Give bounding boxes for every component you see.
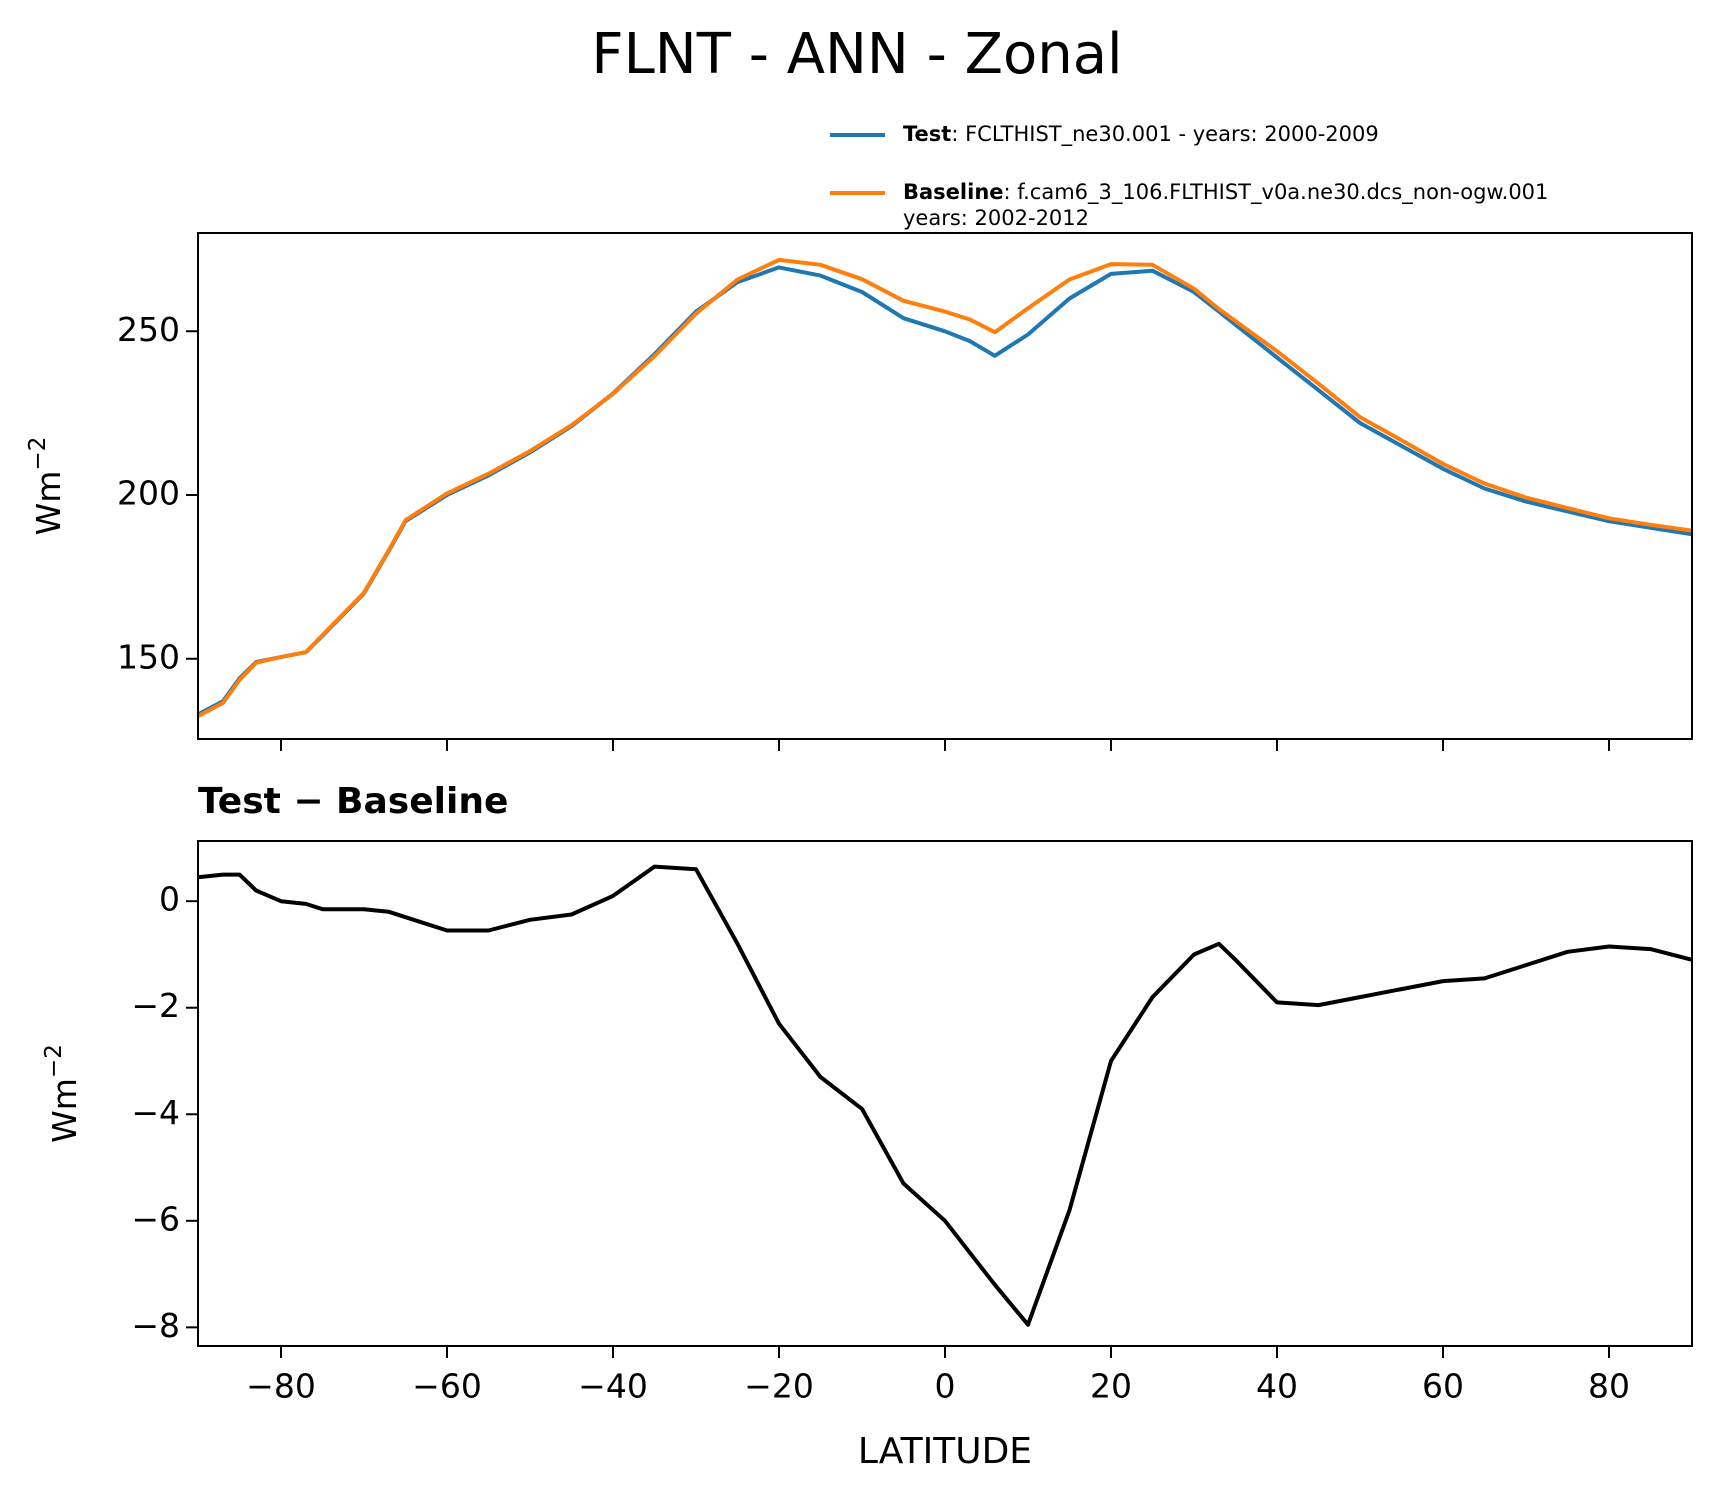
y-tick-label: 0 <box>159 880 180 919</box>
y-label-base: Wm <box>45 1078 84 1143</box>
y-label-base: Wm <box>29 471 68 536</box>
x-tick-label: −60 <box>412 1367 482 1406</box>
legend-desc: : f.cam6_3_106.FLTHIST_v0a.ne30.dcs_non-… <box>1004 180 1549 205</box>
x-tick-label: −80 <box>246 1367 316 1406</box>
data-line <box>198 864 1692 1327</box>
y-axis-label: Wm−2 <box>25 437 68 536</box>
y-tick-label: 150 <box>117 637 180 676</box>
legend-entry: Baseline: f.cam6_3_106.FLTHIST_v0a.ne30.… <box>903 180 1548 205</box>
data-line <box>198 257 1692 718</box>
x-tick-label: 0 <box>935 1367 956 1406</box>
y-label-sup: −2 <box>41 1044 67 1078</box>
x-tick-label: 20 <box>1090 1367 1132 1406</box>
x-tick-label: 80 <box>1588 1367 1630 1406</box>
x-tick-label: 60 <box>1422 1367 1464 1406</box>
y-tick-label: 200 <box>117 474 180 513</box>
axes-frame <box>197 840 1693 1347</box>
legend-desc: years: 2002-2012 <box>903 206 1089 230</box>
y-axis-label: Wm−2 <box>41 1044 84 1143</box>
y-label-sup: −2 <box>25 437 51 471</box>
y-tick-label: −8 <box>131 1306 180 1345</box>
x-tick-label: 40 <box>1256 1367 1298 1406</box>
y-tick-label: 250 <box>117 310 180 349</box>
legend-name: Test <box>903 122 951 146</box>
x-tick-label: −20 <box>744 1367 814 1406</box>
legend-desc: : FCLTHIST_ne30.001 - years: 2000-2009 <box>951 122 1378 147</box>
y-tick-label: −2 <box>131 986 180 1025</box>
x-axis-label: LATITUDE <box>858 1431 1032 1472</box>
figure-title: FLNT - ANN - Zonal <box>591 22 1122 87</box>
data-line <box>198 265 1692 717</box>
legend-entry: Test: FCLTHIST_ne30.001 - years: 2000-20… <box>903 122 1379 147</box>
y-tick-label: −6 <box>131 1199 180 1238</box>
legend-name: Baseline <box>903 180 1004 204</box>
y-tick-label: −4 <box>131 1093 180 1132</box>
x-tick-label: −40 <box>578 1367 648 1406</box>
panel-title: Test − Baseline <box>198 781 508 822</box>
axes-frame <box>197 232 1693 740</box>
